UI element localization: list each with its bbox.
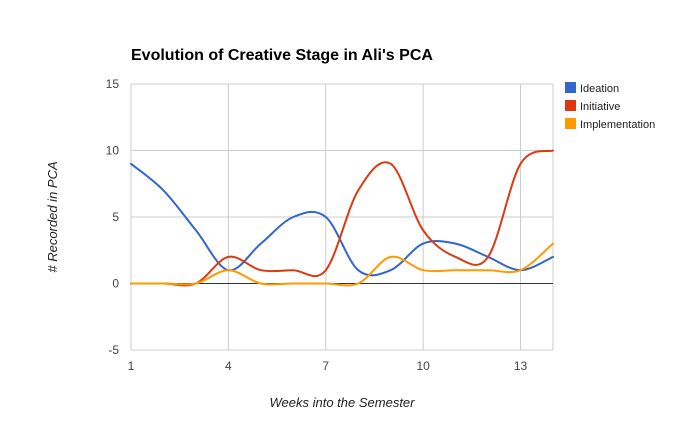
x-tick-label: 1 (128, 359, 135, 373)
y-tick-labels: -5 0 5 10 15 (106, 77, 120, 357)
y-axis-label: # Recorded in PCA (45, 161, 60, 272)
y-tick-label: 5 (112, 210, 119, 224)
x-tick-label: 4 (225, 359, 232, 373)
legend-swatch-implementation (565, 118, 576, 129)
x-axis-label: Weeks into the Semester (270, 395, 416, 410)
legend-label-initiative: Initiative (580, 101, 620, 113)
y-tick-label: -5 (108, 343, 119, 357)
x-tick-label: 13 (514, 359, 528, 373)
gridlines (130, 83, 554, 351)
series-line-ideation (130, 162, 554, 277)
chart-title: Evolution of Creative Stage in Ali's PCA (131, 47, 433, 64)
legend: Ideation Initiative Implementation (565, 82, 655, 131)
series-line-initiative (130, 149, 554, 287)
x-tick-labels: 1 4 7 10 13 (128, 359, 528, 373)
series-line-implementation (130, 242, 554, 287)
legend-swatch-ideation (565, 82, 576, 93)
legend-swatch-initiative (565, 100, 576, 111)
legend-label-implementation: Implementation (580, 119, 655, 131)
x-tick-label: 10 (416, 359, 430, 373)
y-tick-label: 0 (112, 277, 119, 291)
x-tick-label: 7 (322, 359, 329, 373)
legend-label-ideation: Ideation (580, 83, 619, 95)
y-tick-label: 15 (106, 77, 120, 91)
y-tick-label: 10 (106, 144, 120, 158)
series-lines (130, 149, 554, 287)
